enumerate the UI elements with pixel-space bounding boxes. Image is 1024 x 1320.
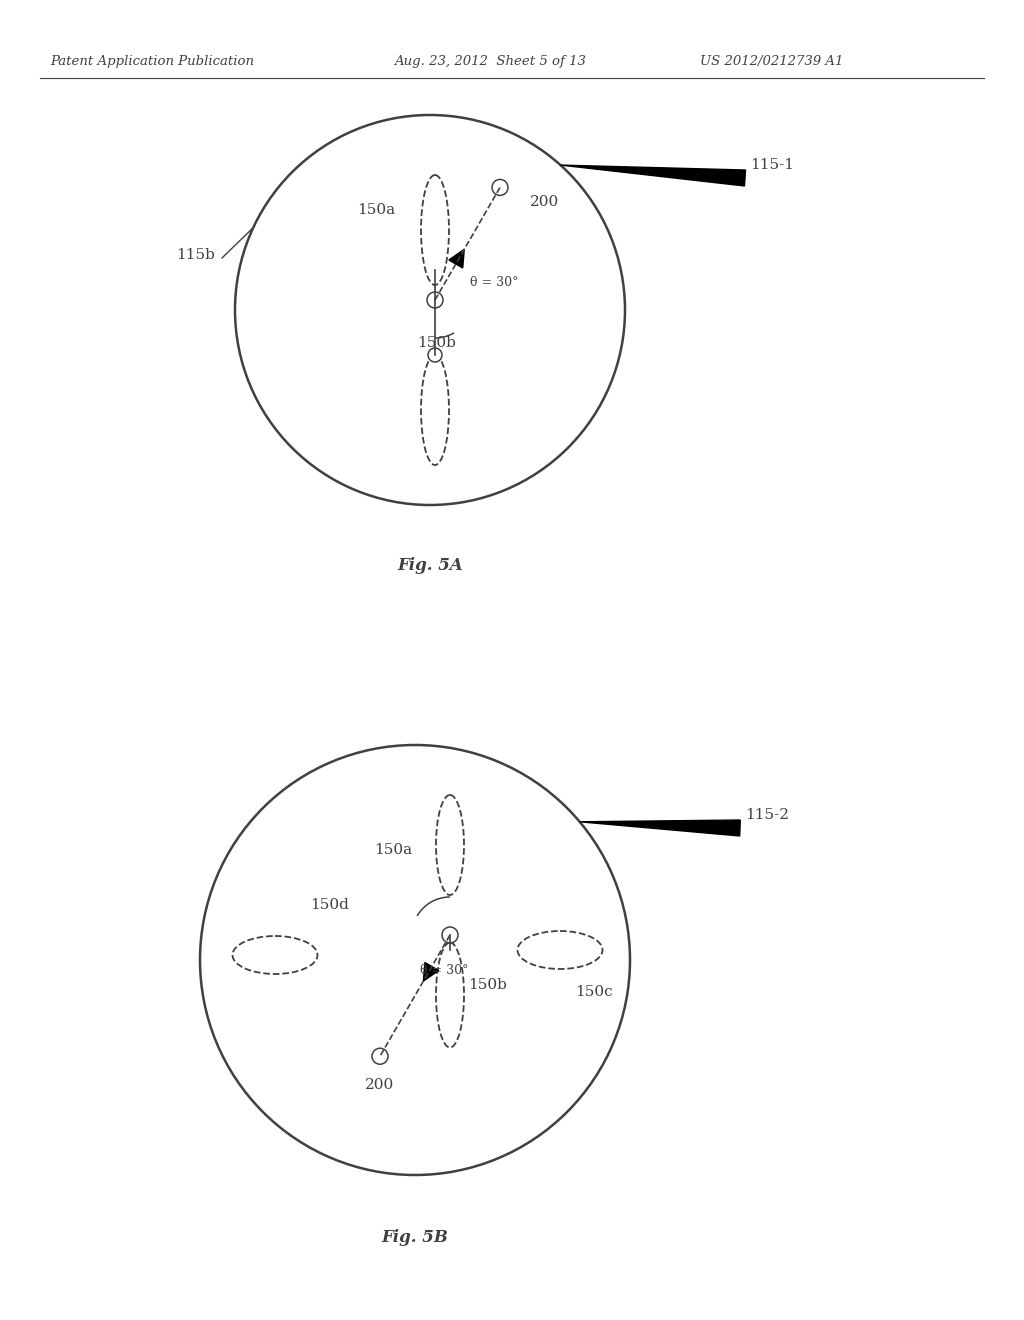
Polygon shape [423, 962, 438, 981]
Text: 150d: 150d [310, 898, 349, 912]
Text: US 2012/0212739 A1: US 2012/0212739 A1 [700, 55, 844, 69]
Text: Aug. 23, 2012  Sheet 5 of 13: Aug. 23, 2012 Sheet 5 of 13 [394, 55, 586, 69]
Text: Fig. 5B: Fig. 5B [382, 1229, 449, 1246]
Text: 150a: 150a [357, 203, 395, 216]
Text: 115-2: 115-2 [745, 808, 790, 822]
Polygon shape [560, 165, 745, 186]
Text: 150b: 150b [468, 978, 507, 993]
Circle shape [492, 180, 508, 195]
Text: Patent Application Publication: Patent Application Publication [50, 55, 254, 69]
Circle shape [442, 927, 458, 942]
Text: θ = 30°: θ = 30° [420, 964, 469, 977]
Text: 115b: 115b [176, 248, 215, 261]
Circle shape [427, 292, 443, 308]
Text: 200: 200 [365, 1078, 394, 1092]
Text: 150b: 150b [417, 337, 456, 350]
Text: 150a: 150a [374, 843, 412, 857]
Polygon shape [449, 249, 464, 268]
Circle shape [372, 1048, 388, 1064]
Polygon shape [580, 820, 740, 836]
Text: 150c: 150c [575, 985, 612, 999]
Text: Fig. 5A: Fig. 5A [397, 557, 463, 573]
Text: θ = 30°: θ = 30° [470, 276, 518, 289]
Text: 200: 200 [530, 195, 559, 210]
Text: 115-1: 115-1 [750, 158, 794, 172]
Circle shape [428, 348, 442, 362]
